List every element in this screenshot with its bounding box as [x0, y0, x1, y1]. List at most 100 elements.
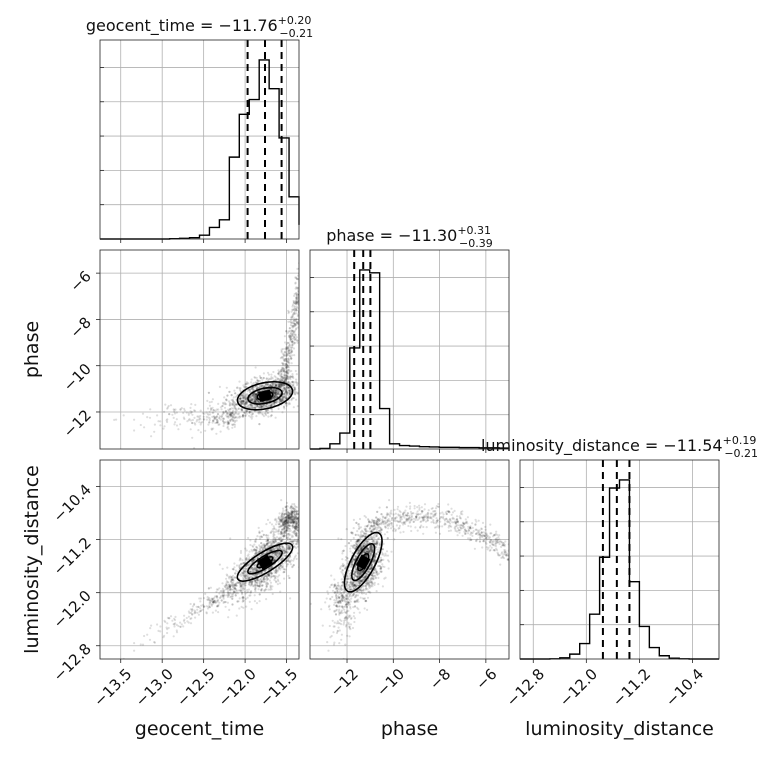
- scatter-point: [281, 524, 284, 527]
- scatter-point: [303, 536, 305, 538]
- scatter-point: [283, 359, 286, 362]
- scatter-point: [284, 392, 287, 395]
- scatter-point: [304, 265, 306, 267]
- scatter-point: [267, 539, 270, 542]
- scatter-point: [219, 590, 222, 593]
- scatter-point: [239, 408, 243, 411]
- scatter-point: [295, 323, 298, 326]
- scatter-point: [250, 410, 253, 414]
- scatter-point: [286, 361, 290, 364]
- scatter-point: [270, 383, 273, 386]
- scatter-point: [187, 419, 190, 422]
- scatter-point: [216, 421, 219, 424]
- scatter-point: [281, 534, 284, 538]
- scatter-point: [167, 404, 170, 408]
- scatter-point: [304, 249, 306, 251]
- scatter-point: [295, 526, 298, 530]
- scatter-point: [207, 416, 210, 419]
- scatter-point: [278, 392, 282, 395]
- scatter-point: [304, 253, 306, 255]
- scatter-point: [283, 380, 286, 383]
- scatter-point: [303, 281, 305, 283]
- scatter-point: [285, 550, 288, 554]
- scatter-point: [221, 417, 224, 420]
- scatter-point: [305, 542, 307, 544]
- scatter-point: [222, 597, 225, 600]
- scatter-point: [240, 571, 243, 574]
- scatter-point: [222, 417, 225, 421]
- scatter-point: [284, 529, 287, 532]
- scatter-point: [287, 368, 290, 371]
- scatter-point: [256, 400, 259, 403]
- scatter-point: [199, 600, 202, 603]
- scatter-point: [286, 522, 289, 525]
- scatter-point: [294, 523, 297, 526]
- scatter-point: [239, 551, 243, 555]
- scatter-point: [288, 512, 291, 515]
- scatter-point: [276, 377, 279, 380]
- scatter-point: [279, 552, 282, 555]
- scatter-point: [258, 531, 261, 534]
- scatter-point: [227, 416, 230, 419]
- scatter-point: [202, 415, 205, 418]
- scatter-point: [205, 612, 208, 615]
- scatter-point: [296, 286, 299, 289]
- scatter-point: [295, 521, 298, 524]
- scatter-point: [284, 350, 287, 353]
- scatter-point: [284, 396, 287, 400]
- scatter-point: [279, 533, 283, 536]
- scatter-point: [278, 378, 282, 381]
- scatter-point: [285, 343, 288, 346]
- scatter-point: [255, 398, 258, 401]
- scatter-point: [286, 526, 289, 529]
- scatter-point: [306, 547, 308, 549]
- scatter-point: [300, 297, 302, 299]
- scatter-point: [195, 420, 198, 423]
- scatter-point: [299, 257, 301, 259]
- scatter-point: [304, 550, 306, 552]
- scatter-point: [222, 421, 225, 424]
- scatter-point: [282, 518, 285, 521]
- scatter-point: [230, 407, 233, 410]
- scatter-point: [283, 395, 286, 399]
- scatter-point: [239, 400, 242, 403]
- scatter-point: [232, 423, 235, 426]
- scatter-point: [253, 543, 256, 546]
- scatter-point: [241, 413, 244, 417]
- scatter-point: [225, 586, 228, 589]
- scatter-point: [278, 582, 282, 585]
- scatter-point: [302, 307, 304, 309]
- scatter-point: [296, 516, 299, 520]
- scatter-point: [285, 391, 288, 394]
- scatter-point: [305, 287, 307, 289]
- scatter-point: [288, 576, 291, 580]
- scatter-point: [288, 517, 291, 520]
- scatter-point: [291, 524, 294, 527]
- scatter-point: [273, 518, 276, 522]
- scatter-point: [171, 619, 174, 622]
- scatter-point: [278, 382, 281, 385]
- scatter-point: [312, 260, 314, 262]
- scatter-point: [300, 288, 302, 290]
- scatter-point: [306, 272, 308, 274]
- scatter-point: [305, 268, 307, 270]
- scatter-point: [211, 611, 214, 614]
- scatter-point: [303, 539, 305, 541]
- scatter-point: [280, 524, 283, 527]
- scatter-point: [225, 386, 228, 389]
- scatter-point: [291, 344, 294, 347]
- scatter-point: [278, 545, 281, 548]
- scatter-point: [311, 546, 313, 548]
- scatter-point: [242, 399, 245, 403]
- scatter-point: [229, 413, 232, 417]
- scatter-point: [295, 312, 298, 315]
- scatter-point: [273, 402, 276, 405]
- scatter-point: [300, 271, 302, 273]
- scatter-point: [238, 582, 242, 585]
- scatter-point: [254, 366, 257, 369]
- scatter-point: [252, 545, 255, 548]
- scatter-point: [239, 398, 242, 401]
- scatter-point: [292, 519, 296, 522]
- scatter-point: [276, 575, 279, 578]
- scatter-point: [274, 391, 277, 394]
